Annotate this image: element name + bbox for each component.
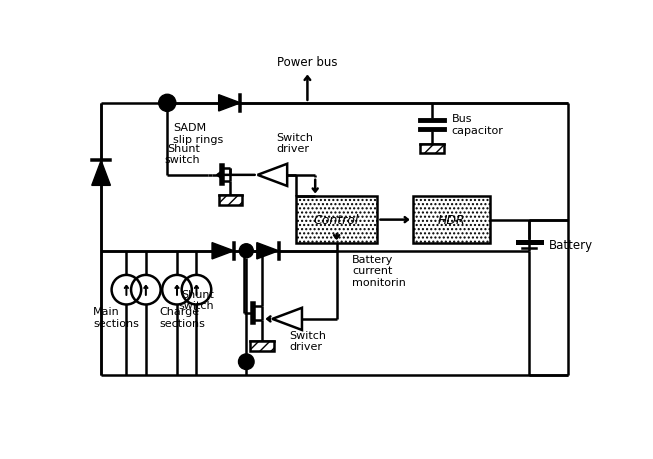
Text: Main
sections: Main sections xyxy=(93,307,139,328)
Polygon shape xyxy=(257,243,279,259)
Bar xyxy=(219,196,242,205)
Bar xyxy=(413,197,490,243)
Text: Battery
current
monitorin: Battery current monitorin xyxy=(352,254,406,287)
Text: Shunt
switch: Shunt switch xyxy=(179,289,214,311)
Bar xyxy=(296,197,377,243)
Circle shape xyxy=(239,244,253,258)
Text: Charge
sections: Charge sections xyxy=(159,307,205,328)
Text: Switch
driver: Switch driver xyxy=(289,330,326,351)
Bar xyxy=(250,341,274,351)
Text: Bus
capacitor: Bus capacitor xyxy=(451,114,503,136)
Circle shape xyxy=(238,354,254,369)
Text: Shunt
switch: Shunt switch xyxy=(165,143,200,165)
Polygon shape xyxy=(219,95,240,112)
Text: HDR: HDR xyxy=(438,213,465,227)
Bar xyxy=(421,145,443,154)
Circle shape xyxy=(159,95,176,112)
Text: Battery: Battery xyxy=(549,239,593,252)
Polygon shape xyxy=(91,161,110,186)
Text: Power bus: Power bus xyxy=(277,56,338,69)
Text: SADM
slip rings: SADM slip rings xyxy=(173,123,223,145)
Text: Control: Control xyxy=(314,213,359,227)
Text: Switch
driver: Switch driver xyxy=(276,133,313,154)
Polygon shape xyxy=(212,243,234,259)
